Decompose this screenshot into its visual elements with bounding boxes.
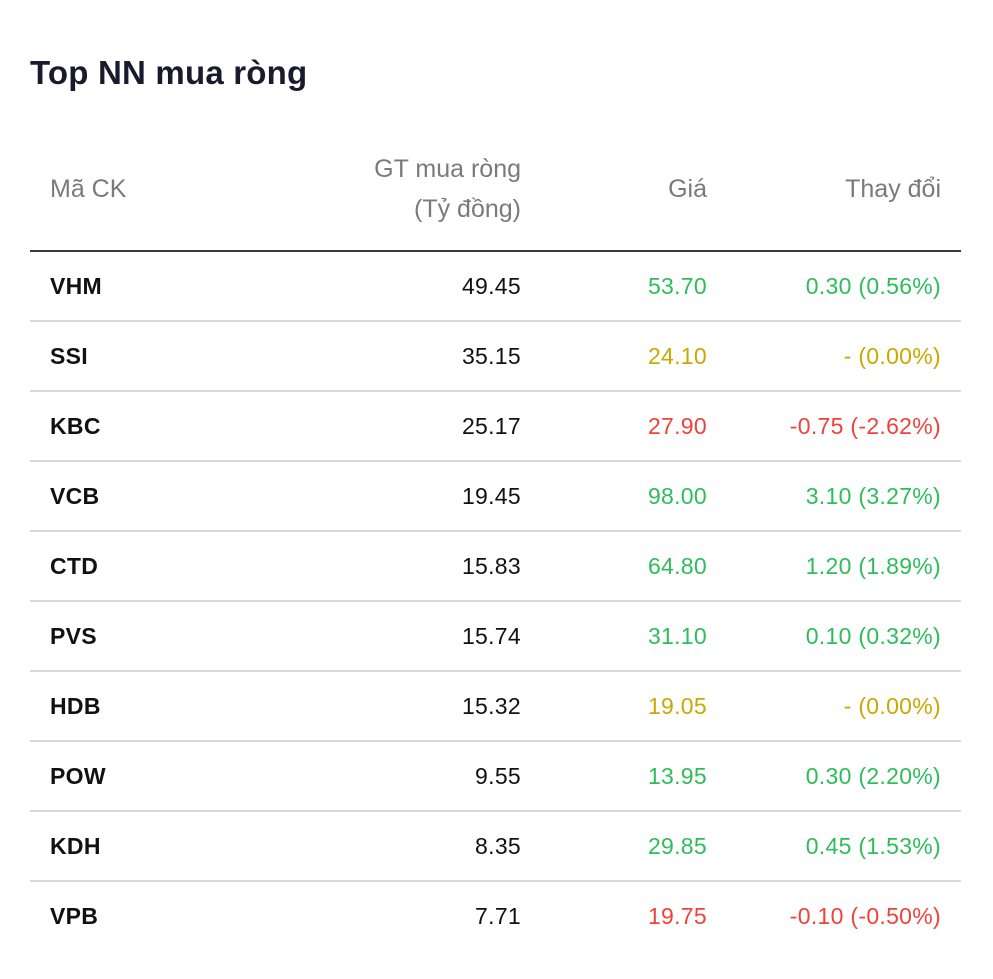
price-cell: 24.10 <box>647 343 707 369</box>
net-buy-value-cell: 49.45 <box>461 273 521 299</box>
stock-code-cell[interactable]: POW <box>50 763 106 789</box>
price-cell: 53.70 <box>647 273 707 299</box>
panel-title: Top NN mua ròng <box>30 54 308 91</box>
price-cell: 19.05 <box>647 693 707 719</box>
table-row[interactable]: KDH 8.35 29.85 0.45 (1.53%) <box>30 812 961 882</box>
stock-code-cell[interactable]: KBC <box>50 413 101 439</box>
net-buy-value-cell: 15.74 <box>461 623 521 649</box>
table-row[interactable]: KBC 25.17 27.90 -0.75 (-2.62%) <box>30 392 961 462</box>
net-buy-value-cell: 8.35 <box>475 833 521 859</box>
change-cell: -0.75 (-2.62%) <box>789 413 941 439</box>
table-row[interactable]: POW 9.55 13.95 0.30 (2.20%) <box>30 742 961 812</box>
stock-code-cell[interactable]: KDH <box>50 833 101 859</box>
table-row[interactable]: SSI 35.15 24.10 - (0.00%) <box>30 322 961 392</box>
price-cell: 19.75 <box>647 903 707 929</box>
header-net-buy-value[interactable]: GT mua ròng (Tỷ đồng) <box>374 149 521 229</box>
table-body: VHM 49.45 53.70 0.30 (0.56%) SSI 35.15 24.10 - … <box>30 252 961 952</box>
net-buy-value-cell: 19.45 <box>461 483 521 509</box>
net-buy-value-cell: 7.71 <box>475 903 521 929</box>
price-cell: 29.85 <box>647 833 707 859</box>
header-net-buy-value-line1: GT mua ròng <box>374 155 521 183</box>
header-price[interactable]: Giá <box>668 175 707 203</box>
price-cell: 31.10 <box>647 623 707 649</box>
stock-code-cell[interactable]: CTD <box>50 553 99 579</box>
change-cell: 0.45 (1.53%) <box>805 833 941 859</box>
net-buy-value-cell: 9.55 <box>475 763 521 789</box>
header-stock-code[interactable]: Mã CK <box>50 175 127 203</box>
change-cell: - (0.00%) <box>843 343 941 369</box>
table-row[interactable]: CTD 15.83 64.80 1.20 (1.89%) <box>30 532 961 602</box>
change-cell: -0.10 (-0.50%) <box>789 903 941 929</box>
header-change[interactable]: Thay đổi <box>845 175 941 203</box>
table-row[interactable]: VHM 49.45 53.70 0.30 (0.56%) <box>30 252 961 322</box>
stock-code-cell[interactable]: PVS <box>50 623 97 649</box>
table-row[interactable]: VPB 7.71 19.75 -0.10 (-0.50%) <box>30 882 961 952</box>
price-cell: 27.90 <box>647 413 707 439</box>
table-row[interactable]: PVS 15.74 31.10 0.10 (0.32%) <box>30 602 961 672</box>
net-buy-value-cell: 15.32 <box>461 693 521 719</box>
stock-code-cell[interactable]: VHM <box>50 273 103 299</box>
net-buy-value-cell: 35.15 <box>461 343 521 369</box>
change-cell: 0.30 (2.20%) <box>805 763 941 789</box>
stock-code-cell[interactable]: SSI <box>50 343 88 369</box>
change-cell: 0.10 (0.32%) <box>805 623 941 649</box>
stock-code-cell[interactable]: HDB <box>50 693 101 719</box>
change-cell: - (0.00%) <box>843 693 941 719</box>
change-cell: 3.10 (3.27%) <box>805 483 941 509</box>
header-net-buy-value-unit: (Tỷ đồng) <box>414 195 521 223</box>
stock-code-cell[interactable]: VPB <box>50 903 99 929</box>
net-buy-value-cell: 15.83 <box>461 553 521 579</box>
net-buy-table: Mã CK GT mua ròng (Tỷ đồng) Giá Thay đổi… <box>30 148 961 952</box>
table-row[interactable]: VCB 19.45 98.00 3.10 (3.27%) <box>30 462 961 532</box>
table-row[interactable]: HDB 15.32 19.05 - (0.00%) <box>30 672 961 742</box>
net-buy-value-cell: 25.17 <box>461 413 521 439</box>
change-cell: 0.30 (0.56%) <box>805 273 941 299</box>
price-cell: 98.00 <box>647 483 707 509</box>
change-cell: 1.20 (1.89%) <box>805 553 941 579</box>
price-cell: 64.80 <box>647 553 707 579</box>
stock-code-cell[interactable]: VCB <box>50 483 100 509</box>
table-header: Mã CK GT mua ròng (Tỷ đồng) Giá Thay đổi <box>30 148 961 252</box>
price-cell: 13.95 <box>647 763 707 789</box>
